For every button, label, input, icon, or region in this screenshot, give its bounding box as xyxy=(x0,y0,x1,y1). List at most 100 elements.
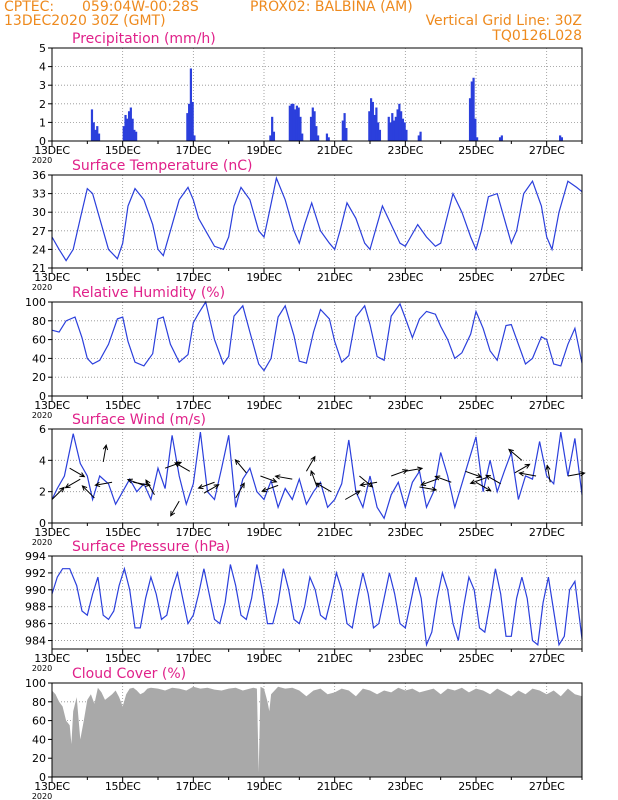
temp-xtick-label: 15DEC xyxy=(105,271,141,284)
pres-xtick-label: 27DEC xyxy=(529,652,565,665)
wind-arrow xyxy=(545,464,551,483)
pres-title: Surface Pressure (hPa) xyxy=(72,539,230,555)
precip-bar xyxy=(472,77,475,141)
precip-bar xyxy=(90,109,94,141)
wind-arrow xyxy=(64,478,81,489)
rh-xtick-label: 21DEC xyxy=(317,399,353,412)
precip-bar xyxy=(135,131,138,141)
precip-bar xyxy=(133,129,136,141)
wind-year-label: 2020 xyxy=(32,538,52,547)
precip-bar xyxy=(272,131,276,141)
wind-ytick-label: 6 xyxy=(39,423,46,436)
precip-bar xyxy=(405,129,408,141)
precip-bar xyxy=(325,133,329,141)
wind-arrow xyxy=(261,484,279,493)
wind-arrow xyxy=(235,482,245,499)
precip-bar xyxy=(96,126,99,141)
cloud-xtick-label: 19DEC xyxy=(246,780,282,793)
temp-xtick-label: 27DEC xyxy=(529,271,565,284)
wind-arrow xyxy=(310,469,318,488)
precip-panel xyxy=(48,47,583,146)
wind-arrow xyxy=(170,500,180,517)
temp-xtick-label: 23DEC xyxy=(388,271,424,284)
precip-bar xyxy=(124,114,127,141)
precip-bar xyxy=(186,113,189,141)
precip-bar xyxy=(188,103,191,141)
precip-bar xyxy=(343,113,346,141)
header-run-date: 13DEC2020 30Z (GMT) xyxy=(4,13,166,29)
wind-arrow xyxy=(260,475,278,483)
chart-header: CPTEC: 059:04W-00:28S PROX02: BALBINA (A… xyxy=(0,0,618,46)
wind-ytick-label: 4 xyxy=(39,454,46,467)
precip-bar xyxy=(371,101,374,141)
precip-bar xyxy=(313,111,316,141)
precip-bar xyxy=(131,118,134,141)
rh-ytick-label: 20 xyxy=(32,371,46,384)
precip-bar xyxy=(392,120,396,141)
wind-arrow xyxy=(359,481,378,488)
rh-ytick-label: 80 xyxy=(32,315,46,328)
temp-xtick-label: 17DEC xyxy=(176,271,212,284)
wind-arrow xyxy=(126,478,145,486)
precip-bar xyxy=(294,109,297,141)
cloud-ytick-label: 80 xyxy=(32,696,46,709)
wind-arrow xyxy=(102,444,109,462)
wind-xtick-label: 23DEC xyxy=(388,526,424,539)
wind-line xyxy=(51,432,583,520)
precip-bar xyxy=(500,135,503,141)
rh-xtick-label: 17DEC xyxy=(176,399,212,412)
wind-arrow xyxy=(305,455,316,472)
pres-ytick-label: 984 xyxy=(25,635,46,648)
precip-bar xyxy=(295,105,298,141)
cloud-xtick-label: 15DEC xyxy=(105,780,141,793)
precip-bar xyxy=(375,107,378,141)
rh-xtick-label: 27DEC xyxy=(529,399,565,412)
precip-bar xyxy=(271,116,274,141)
pres-ytick-label: 990 xyxy=(25,584,46,597)
precip-bar xyxy=(288,105,291,141)
precip-bar xyxy=(189,68,192,141)
rh-xtick-label: 13DEC xyxy=(34,399,70,412)
precip-bar xyxy=(315,126,318,141)
wind-arrow xyxy=(94,481,113,488)
cloud-xtick-label: 25DEC xyxy=(458,780,494,793)
precip-bar xyxy=(327,137,330,141)
pres-frame xyxy=(51,555,583,650)
pres-xtick-label: 19DEC xyxy=(246,652,282,665)
temp-xtick-label: 21DEC xyxy=(317,271,353,284)
rh-ytick-label: 40 xyxy=(32,352,46,365)
temp-panel xyxy=(48,174,583,273)
temp-ytick-label: 36 xyxy=(32,169,46,182)
wind-ytick-label: 2 xyxy=(39,486,46,499)
precip-bar xyxy=(419,131,422,141)
rh-ytick-label: 0 xyxy=(39,390,46,403)
temp-ytick-label: 30 xyxy=(32,206,46,219)
pres-ytick-label: 988 xyxy=(25,601,46,614)
precip-xtick-label: 19DEC xyxy=(246,144,282,157)
wind-arrow xyxy=(197,481,215,490)
precip-xtick-label: 25DEC xyxy=(458,144,494,157)
precip-bar xyxy=(387,116,390,141)
precip-bar xyxy=(470,81,473,141)
precip-xtick-label: 23DEC xyxy=(388,144,424,157)
wind-arrow xyxy=(514,463,531,474)
pres-ytick-label: 994 xyxy=(25,550,46,563)
precip-bar xyxy=(401,118,404,141)
temp-year-label: 2020 xyxy=(32,283,52,292)
wind-xtick-label: 17DEC xyxy=(176,526,212,539)
header-vertical-grid: Vertical Grid Line: 30Z xyxy=(425,13,582,29)
rh-xtick-label: 19DEC xyxy=(246,399,282,412)
cloud-ytick-label: 40 xyxy=(32,733,46,746)
wind-arrow xyxy=(359,475,374,488)
precip-bar xyxy=(391,113,394,141)
precip-bar xyxy=(193,135,196,141)
temp-ytick-label: 27 xyxy=(32,225,46,238)
temp-title: Surface Temperature (nC) xyxy=(72,158,253,174)
header-coordinates: 059:04W-00:28S xyxy=(82,0,199,15)
wind-xtick-label: 27DEC xyxy=(529,526,565,539)
cloud-xtick-label: 23DEC xyxy=(388,780,424,793)
wind-arrow xyxy=(174,462,191,472)
wind-xtick-label: 15DEC xyxy=(105,526,141,539)
rh-xtick-label: 25DEC xyxy=(458,399,494,412)
precip-bar xyxy=(498,137,502,141)
